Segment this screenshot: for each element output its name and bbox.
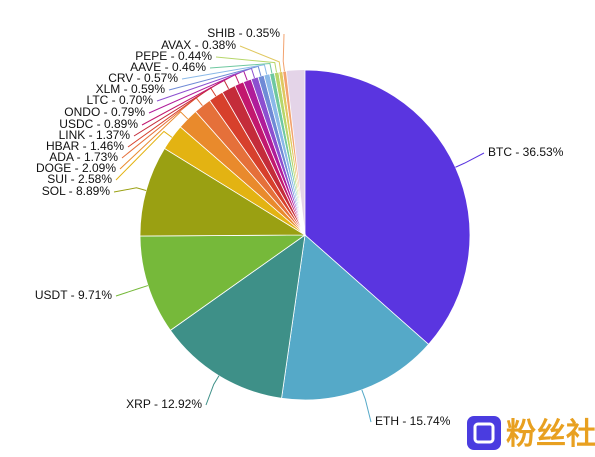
pie-slice [139,147,307,237]
logo-mark [473,422,495,444]
leader-line [115,285,149,297]
data-label: USDC - 0.89% [59,117,138,131]
data-label: USDT - 9.71% [35,288,112,302]
leader-line [113,187,147,193]
data-label: PEPE - 0.44% [135,49,212,63]
leader-line [455,152,485,168]
leader-line [168,65,262,91]
pie-slice [304,69,471,345]
leader-line [239,45,282,72]
leader-line [282,33,285,72]
data-label: SOL - 8.89% [42,184,111,198]
leader-line [181,64,268,80]
leader-line [361,389,372,423]
data-label: XLM - 0.59% [96,82,166,96]
data-label: HBAR - 1.46% [46,139,124,153]
data-label: AVAX - 0.38% [161,38,236,52]
leader-line [209,63,273,74]
data-label: BTC - 36.53% [488,145,564,159]
data-label: XRP - 12.92% [126,397,202,411]
data-label: DOGE - 2.09% [36,161,116,175]
watermark: 粉丝社区 [506,418,595,451]
data-label: ONDO - 0.79% [64,105,145,119]
data-label: CRV - 0.57% [108,71,178,85]
data-label: LTC - 0.70% [87,93,154,107]
leader-line [215,56,278,73]
pie-slice [169,234,306,399]
leader-line [205,375,220,406]
data-label: ETH - 15.74% [375,414,451,428]
data-label: LINK - 1.37% [59,128,131,142]
leader-line [115,130,173,181]
data-label: SUI - 2.58% [47,172,112,186]
logo [467,416,501,450]
data-label: ADA - 1.73% [49,150,118,164]
leader-line [119,111,189,170]
data-label: AAVE - 0.46% [130,60,206,74]
data-label: SHIB - 0.35% [207,26,280,40]
